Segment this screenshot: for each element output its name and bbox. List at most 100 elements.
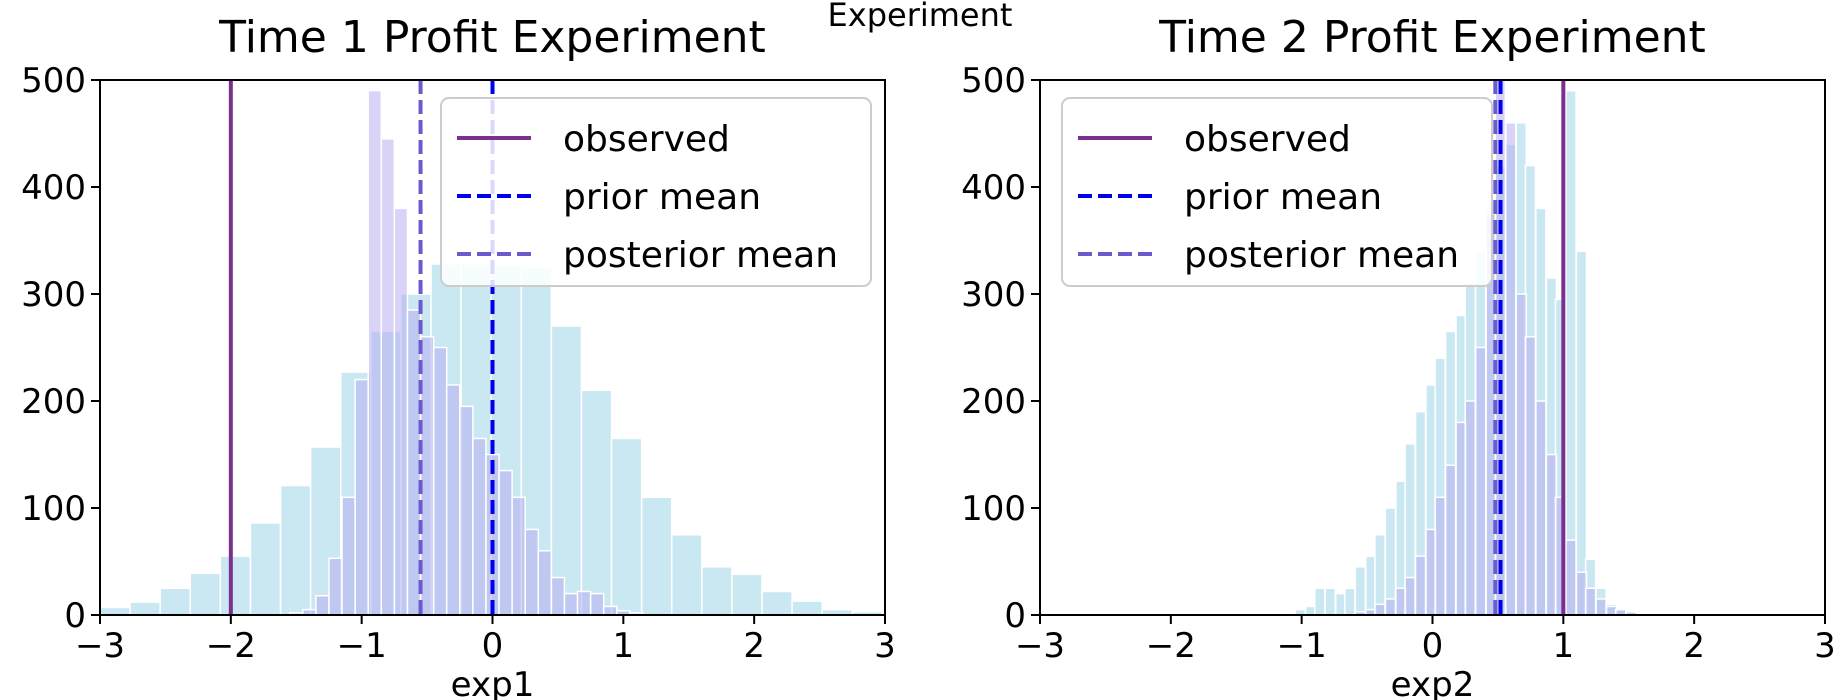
bar-posterior (354, 378, 369, 615)
bar-posterior (1384, 598, 1397, 615)
suptitle: Experiment (828, 0, 1013, 34)
bar-posterior (328, 557, 343, 615)
y-tick-label: 0 (64, 596, 86, 636)
legend: observed prior mean posterior mean (440, 97, 872, 287)
legend-label: prior mean (563, 177, 761, 218)
bar-prior (640, 496, 673, 615)
x-axis-label: exp2 (1391, 665, 1475, 700)
bar-posterior (432, 346, 448, 615)
bar-prior (219, 555, 252, 615)
bar-posterior (393, 207, 409, 615)
bar-posterior (589, 592, 605, 615)
x-tick-label: 3 (874, 626, 896, 666)
bar-posterior (1505, 122, 1517, 615)
y-tick-label: 100 (21, 489, 86, 529)
bar-posterior (1535, 400, 1547, 615)
bar-prior (249, 522, 282, 615)
x-tick-label: 2 (1683, 626, 1705, 666)
bar-posterior (1595, 598, 1607, 615)
legend-label: observed (1184, 119, 1351, 160)
chart-title: Time 2 Profit Experiment (1158, 12, 1706, 63)
x-tick-label: −1 (1277, 626, 1327, 666)
bar-posterior (537, 550, 553, 615)
bar-prior (580, 389, 613, 615)
x-tick-label: 0 (482, 626, 504, 666)
histogram-time-1: −3 −2 −1 0 1 2 3 0 100 200 300 400 500 Time 1 Profit … (21, 12, 896, 700)
bar-prior (731, 573, 763, 615)
bar-posterior (1474, 346, 1487, 615)
bar-posterior (524, 528, 540, 615)
plot-area (100, 80, 884, 615)
bar-posterior (1565, 539, 1577, 615)
bar-posterior (341, 496, 356, 615)
bar-prior (791, 600, 823, 615)
bar-prior (1314, 587, 1326, 615)
bar-posterior (602, 605, 618, 615)
bar-prior (100, 606, 131, 615)
bar-posterior (1404, 576, 1416, 615)
bar-prior (1354, 566, 1367, 615)
bar-posterior (315, 594, 330, 615)
legend-label: observed (563, 119, 730, 160)
x-tick-label: −1 (337, 626, 387, 666)
bar-posterior (550, 576, 566, 615)
bar-posterior (1464, 400, 1477, 615)
legend-label: posterior mean (563, 235, 838, 276)
y-tick-label: 500 (961, 61, 1026, 101)
bar-posterior (380, 138, 396, 615)
bar-posterior (563, 592, 579, 615)
x-tick-label: 3 (1814, 626, 1836, 666)
x-tick-label: −2 (1146, 626, 1196, 666)
bar-prior (1374, 534, 1386, 615)
y-tick-label: 0 (1004, 596, 1026, 636)
legend-box (1061, 97, 1493, 287)
bar-prior (189, 572, 222, 615)
x-axis-label: exp1 (451, 665, 535, 700)
bar-posterior (445, 384, 461, 615)
x-tick-label: 1 (613, 626, 635, 666)
y-tick-label: 300 (961, 275, 1026, 315)
legend-label: prior mean (1184, 177, 1382, 218)
plot-area (1294, 80, 1637, 615)
legend-box (440, 97, 872, 287)
bar-prior (670, 534, 703, 615)
bar-prior (610, 437, 643, 615)
bar-prior (761, 590, 793, 615)
bar-prior (1324, 587, 1337, 615)
bar-posterior (472, 437, 487, 615)
y-tick-label: 400 (21, 168, 86, 208)
y-tick-label: 400 (961, 168, 1026, 208)
bar-posterior (1584, 587, 1597, 615)
legend: observed prior mean posterior mean (1061, 97, 1493, 287)
bar-posterior (511, 496, 526, 615)
bar-posterior (1524, 336, 1537, 615)
bar-prior (701, 566, 733, 615)
y-tick-label: 500 (21, 61, 86, 101)
bar-posterior (367, 89, 383, 615)
x-tick-label: −2 (206, 626, 256, 666)
bar-prior (550, 325, 583, 615)
x-tick-label: 2 (743, 626, 765, 666)
legend-label: posterior mean (1184, 235, 1459, 276)
bar-posterior (576, 590, 592, 615)
y-tick-label: 200 (961, 382, 1026, 422)
bar-prior (1565, 89, 1577, 615)
bar-posterior (1444, 464, 1457, 615)
y-tick-label: 300 (21, 275, 86, 315)
bar-prior (279, 484, 312, 615)
bar-posterior (459, 405, 474, 615)
x-tick-label: −3 (75, 626, 125, 666)
bar-posterior (1414, 555, 1427, 615)
x-tick-label: −3 (1015, 626, 1065, 666)
bar-posterior (498, 469, 513, 615)
histogram-time-2: −3 −2 −1 0 1 2 3 0 100 200 300 400 500 Time 2 Profit … (961, 12, 1836, 700)
bar-prior (129, 601, 161, 615)
x-tick-label: 0 (1422, 626, 1444, 666)
bar-posterior (1374, 603, 1386, 615)
x-tick-label: 1 (1553, 626, 1575, 666)
bar-posterior (1434, 496, 1446, 615)
chart-title: Time 1 Profit Experiment (218, 12, 766, 63)
bar-prior (159, 587, 192, 615)
bar-prior (1344, 587, 1356, 615)
